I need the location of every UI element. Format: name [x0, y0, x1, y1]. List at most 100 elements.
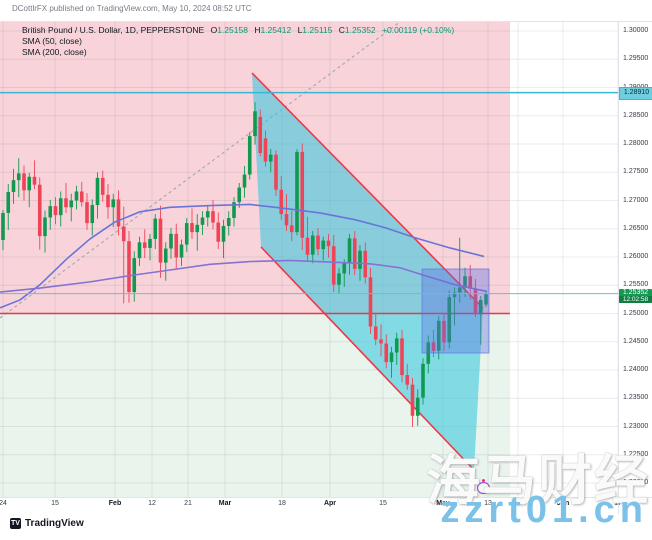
candle-body: [384, 343, 389, 363]
resistance-price-tag: 1.28910: [619, 86, 652, 100]
candle-body: [405, 375, 410, 385]
price-tick-label: 1.29500: [623, 55, 649, 63]
price-tick-label: 1.28000: [623, 140, 649, 147]
candle-body: [16, 173, 21, 181]
candle-body: [279, 189, 284, 215]
candle-body: [74, 191, 79, 201]
price-tick-label: 1.28500: [623, 111, 649, 119]
candle-body: [100, 177, 105, 195]
candle-body: [6, 192, 11, 213]
time-tick-label: 24: [0, 500, 7, 507]
consolidation-highlight-box: [421, 268, 490, 354]
candle-body: [463, 276, 467, 288]
chart-legend: British Pound / U.S. Dollar, 1D, PEPPERS…: [22, 25, 454, 58]
high-value: 1.25412: [260, 25, 292, 35]
price-tick-label: 1.27500: [623, 168, 649, 176]
candle-body: [326, 240, 331, 247]
candle-body: [247, 136, 252, 175]
time-tick-label: Jun: [556, 500, 570, 507]
price-tick-label: 1.22000: [623, 479, 649, 486]
price-axis[interactable]: 1.300001.295001.290001.285001.280001.275…: [619, 0, 652, 540]
sma-200-line: [0, 259, 488, 293]
candle-body: [195, 224, 200, 233]
last-price-value: 1.25352: [622, 288, 649, 296]
candle-body: [69, 200, 74, 208]
candle-body: [379, 339, 383, 344]
time-tick-label: Feb: [108, 500, 122, 507]
candle-body: [1, 212, 5, 241]
candle-body: [452, 292, 457, 298]
candle-body: [153, 218, 158, 239]
candle-body: [179, 244, 184, 258]
price-tick-label: 1.27000: [623, 196, 649, 204]
time-tick-label: 22: [514, 500, 522, 507]
bar-countdown: 12:02:58: [619, 295, 652, 303]
price-tick-label: 1.22500: [623, 450, 649, 458]
price-tick-label: 1.23000: [623, 422, 649, 430]
symbol-title: British Pound / U.S. Dollar, 1D, PEPPERS…: [22, 25, 205, 35]
candle-body: [478, 299, 483, 315]
candle-body: [32, 176, 37, 185]
time-tick-label: 17: [614, 500, 622, 507]
legend-sma50-row[interactable]: SMA (50, close): [22, 36, 454, 47]
candle-body: [457, 287, 462, 293]
candle-body: [221, 225, 226, 242]
candle-body: [342, 263, 347, 274]
candle-body: [352, 238, 357, 269]
candle-body: [216, 222, 221, 242]
legend-symbol-row[interactable]: British Pound / U.S. Dollar, 1D, PEPPERS…: [22, 25, 454, 36]
candle-body: [331, 246, 336, 285]
candle-body: [37, 184, 42, 237]
close-label: C: [338, 25, 345, 35]
open-label: O: [210, 25, 218, 35]
last-price-tag: 1.25352 12:02:58: [619, 288, 652, 303]
header-separator: [0, 21, 652, 22]
candle-body: [121, 226, 126, 242]
ellipse-annotation: [476, 481, 491, 495]
sma50-label: SMA (50, close): [22, 36, 82, 46]
open-value: 1.25158: [217, 25, 248, 35]
candle-body: [79, 191, 84, 203]
low-value: 1.25115: [302, 25, 333, 35]
price-tick-label: 1.25500: [623, 281, 649, 289]
price-tick-label: 1.25000: [623, 309, 649, 317]
time-tick-label: 15: [51, 500, 59, 507]
change-value: +0.00119 (+0.10%): [382, 25, 455, 35]
candle-body: [127, 241, 131, 293]
close-value: 1.25352: [344, 25, 376, 35]
candle-body: [53, 206, 58, 216]
candle-body: [200, 217, 205, 225]
time-tick-label: 12: [148, 500, 156, 507]
price-axis-separator: [618, 21, 619, 514]
candle-body: [111, 199, 116, 208]
candle-body: [184, 223, 189, 245]
candle-body: [226, 218, 231, 226]
candle-body: [95, 177, 100, 206]
candle-body: [43, 217, 47, 237]
candle-body: [305, 237, 310, 255]
candle-body: [169, 233, 173, 249]
candle-body: [158, 218, 163, 263]
legend-sma200-row[interactable]: SMA (200, close): [22, 47, 454, 58]
ascending-trendline: [0, 21, 401, 319]
sma200-label: SMA (200, close): [22, 47, 87, 57]
candle-body: [11, 180, 16, 193]
candle-body: [263, 138, 268, 162]
candle-body: [142, 242, 147, 248]
candle-body: [373, 326, 378, 340]
candle-body: [400, 338, 404, 376]
tradingview-logo-text: TradingView: [25, 518, 84, 529]
price-tick-label: 1.30000: [623, 27, 649, 34]
price-tick-label: 1.23500: [623, 394, 649, 402]
publish-attribution: DCottlrFX published on TradingView.com, …: [12, 4, 252, 13]
time-axis[interactable]: 24 15 Feb 12 21 Mar 18 Apr 15 May 13 22 Jun 17: [0, 498, 622, 512]
candle-body: [253, 111, 257, 137]
candle-body: [242, 174, 247, 188]
candle-body: [316, 235, 320, 250]
candle-body: [211, 211, 215, 223]
tradingview-logo[interactable]: TV TradingView: [10, 518, 84, 529]
candle-body: [321, 240, 326, 250]
tradingview-logo-icon: TV: [10, 518, 21, 529]
